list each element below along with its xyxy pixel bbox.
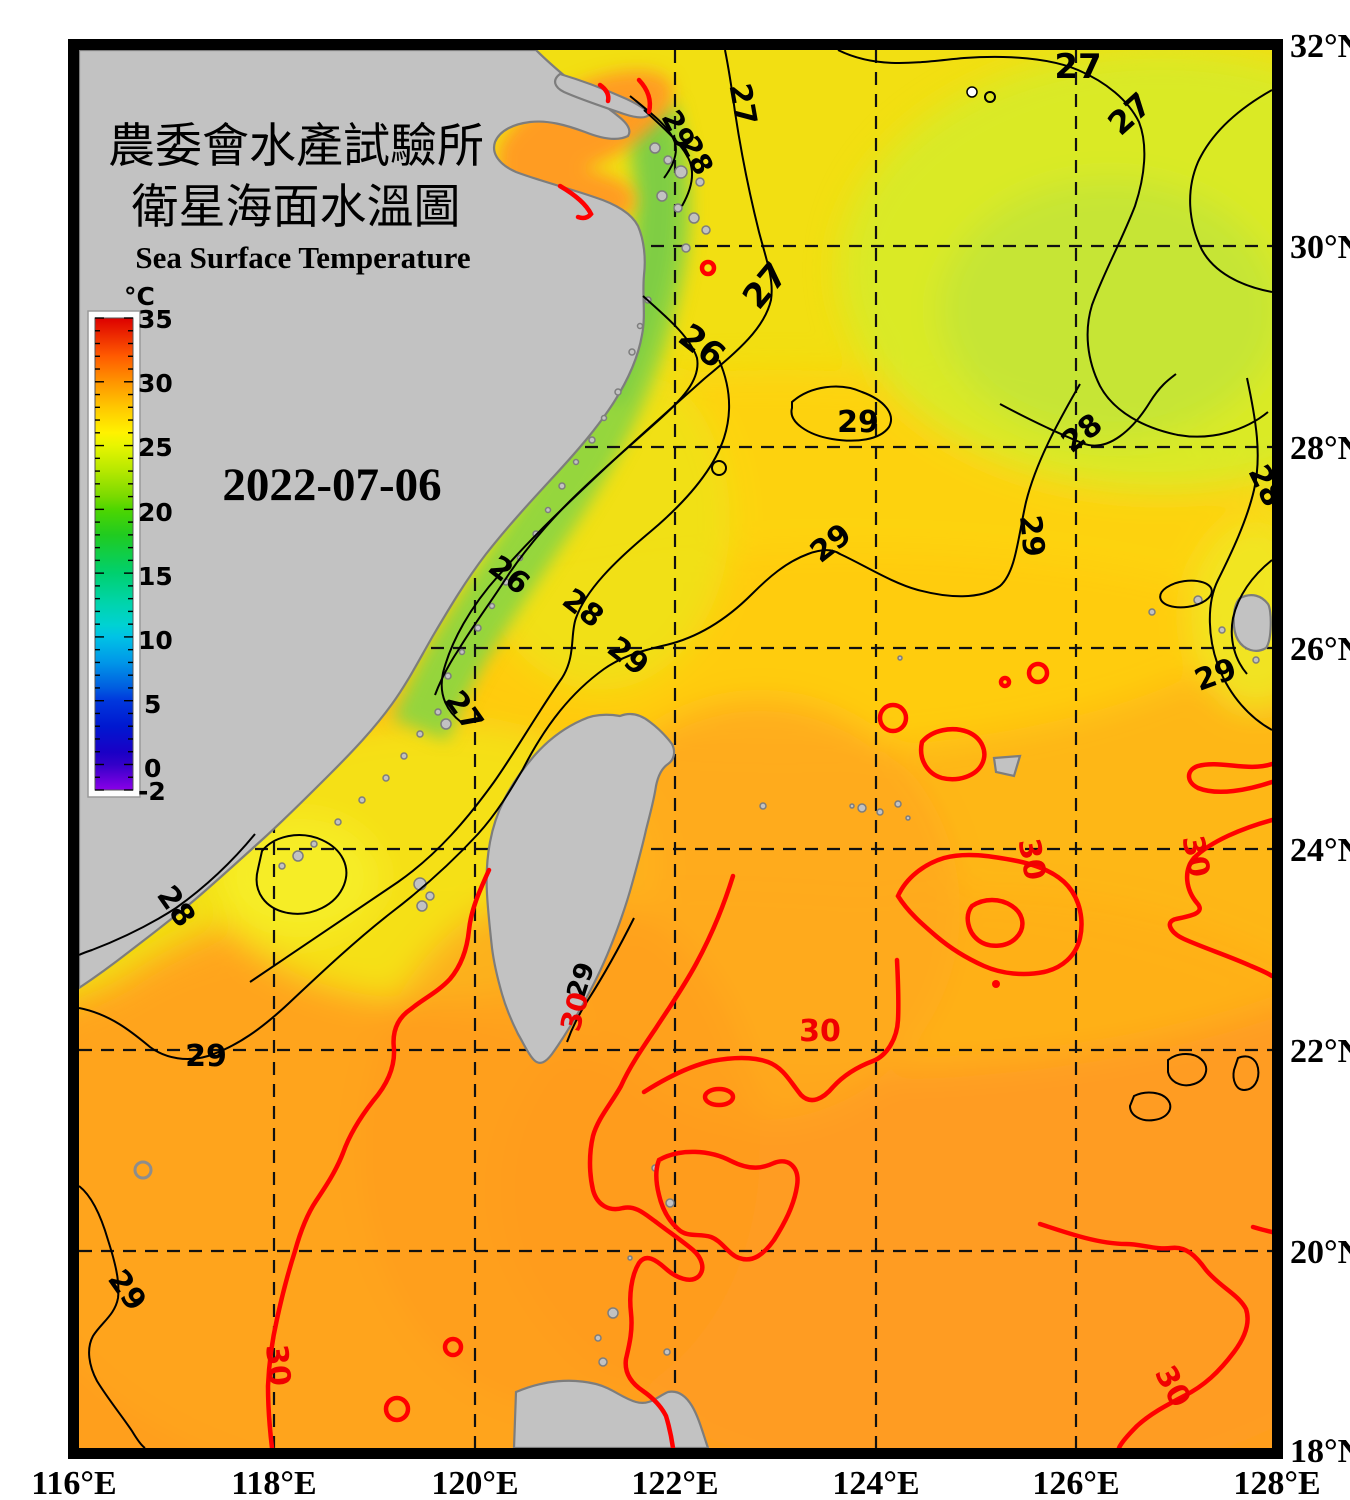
isotherm-label-red: 30 [1010, 836, 1052, 883]
isotherm-label: 29 [1012, 513, 1051, 558]
lat-tick-label: 20°N [1290, 1234, 1350, 1271]
lat-tick-label: 26°N [1290, 631, 1350, 668]
white-islet [966, 86, 978, 98]
colorbar-tick-label: 35 [138, 305, 173, 334]
header: 農委會水產試驗所 衛星海面水溫圖 Sea Surface Temperature… [108, 121, 484, 511]
isotherm-label: 29 [837, 405, 879, 440]
isotherm-label: 29 [185, 1039, 227, 1074]
colorbar-tick-label: 15 [138, 562, 173, 591]
colorbar-tick-label: 10 [138, 626, 173, 655]
title-line2-chinese: 衛星海面水溫圖 [132, 182, 461, 234]
lat-tick-label: 24°N [1290, 832, 1350, 869]
ishigaki-island [1232, 594, 1272, 652]
isotherm-label-red: 30 [799, 1014, 841, 1049]
map-border [68, 39, 1283, 1459]
colorbar-tick-label: 0 [144, 754, 161, 783]
lat-tick-label: 28°N [1290, 430, 1350, 467]
colorbar-tick-label: -2 [138, 777, 166, 806]
colorbar-tick-label: 25 [138, 433, 173, 462]
lat-tick-label: 30°N [1290, 229, 1350, 266]
title-line1-chinese: 農委會水產試驗所 [108, 121, 484, 173]
miyako-island [992, 754, 1022, 778]
lat-tick-label: 22°N [1290, 1033, 1350, 1070]
lon-tick-label: 124°E [832, 1465, 919, 1500]
date-label: 2022-07-06 [222, 459, 441, 511]
lon-tick-label: 122°E [631, 1465, 718, 1500]
isotherm-label-red: 30 [258, 1343, 297, 1388]
sea-surface-temperature-field: 27 29 28 27 26 27 27 29 28 29 28 29 26 2… [79, 47, 1272, 1448]
isotherm-label-red: 30 [1174, 833, 1216, 880]
longitude-axis: 116°E 118°E 120°E 122°E 124°E 126°E 128°… [31, 1465, 1320, 1500]
lon-tick-label: 126°E [1032, 1465, 1119, 1500]
small-islands [278, 142, 1260, 1367]
black-isotherm-contours [79, 50, 1272, 1448]
colorbar-tick-label: 5 [144, 690, 161, 719]
colorbar: °C 35 30 25 20 15 10 5 0 -2 [87, 282, 173, 806]
chongming-island [554, 72, 652, 119]
colorbar-gradient [94, 317, 134, 791]
lat-tick-label: 32°N [1290, 28, 1350, 65]
colorbar-tick-label: 20 [138, 498, 173, 527]
lon-tick-label: 116°E [31, 1465, 116, 1500]
lat-tick-label: 18°N [1290, 1433, 1350, 1470]
red-isotherm-30-contours [265, 77, 1272, 1448]
land-masses [79, 50, 1272, 1448]
isotherm-label: 27 [1054, 47, 1101, 87]
colorbar-unit: °C [124, 282, 155, 311]
latitude-axis: 32°N 30°N 28°N 26°N 24°N 22°N 20°N 18°N [1290, 28, 1350, 1470]
lon-tick-label: 120°E [431, 1465, 518, 1500]
colorbar-tick-label: 30 [138, 369, 173, 398]
lon-tick-label: 128°E [1233, 1465, 1320, 1500]
china-mainland [79, 50, 646, 990]
title-english: Sea Surface Temperature [135, 240, 470, 275]
lon-tick-label: 118°E [231, 1465, 316, 1500]
colorbar-ticks [95, 317, 133, 791]
dongsha-atoll [133, 1160, 153, 1180]
isotherm-label: 27 [721, 81, 763, 128]
